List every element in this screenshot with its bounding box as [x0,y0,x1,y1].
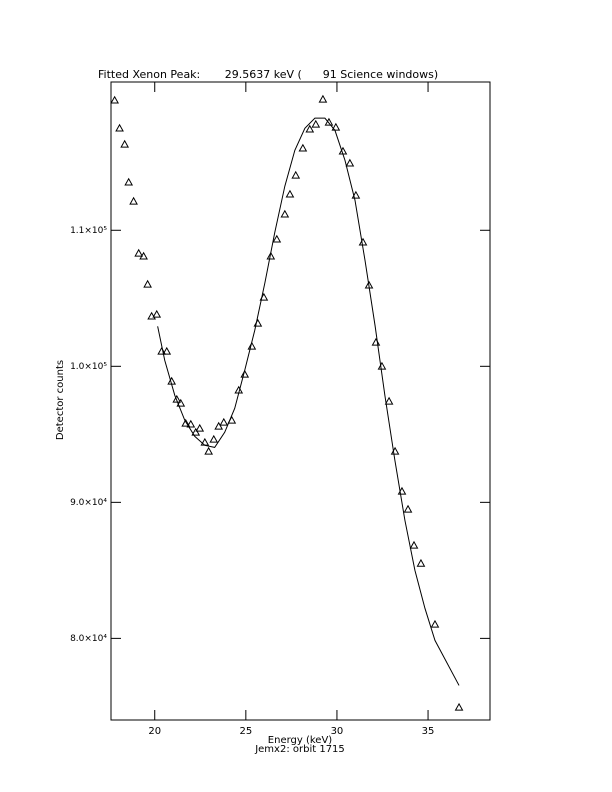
data-point [266,251,276,260]
data-point [280,209,290,218]
data-point [176,398,186,407]
data-point [345,158,355,167]
data-point [172,394,182,403]
data-point [240,369,250,378]
data-point [110,95,119,104]
data-point [186,419,196,428]
data-point [214,421,224,430]
y-tick-label: 8.0×10⁴ [70,634,107,644]
data-point [358,237,368,246]
data-point [115,123,124,132]
data-point [384,396,394,405]
y-tick-label: 1.0×10⁵ [70,362,107,372]
data-point [311,119,321,128]
data-point [377,361,387,370]
y-axis-label: Detector counts [55,360,66,440]
data-point [454,702,464,711]
data-point [143,279,152,288]
data-point [298,143,308,152]
data-point [403,504,413,513]
data-point [152,309,162,318]
data-point [305,124,315,133]
fit-line [157,117,460,686]
data-point [157,346,167,355]
chart-title: Fitted Xenon Peak: 29.5637 keV ( 91 Scie… [98,68,438,81]
x-tick-label: 35 [422,726,435,737]
data-point [120,139,130,148]
data-point [430,619,440,628]
data-point [129,196,138,205]
data-point [124,177,134,186]
data-point [272,234,282,243]
data-point [162,346,172,355]
data-point [219,417,229,426]
data-point [291,170,301,179]
x-axis-label: Energy (keV) [268,735,333,746]
data-point [191,427,201,436]
data-point [181,418,191,427]
subtitle: Jemx2: orbit 1715 [254,744,345,755]
x-tick-label: 20 [148,726,161,737]
data-point [247,341,257,350]
data-point [204,446,214,455]
plot-frame [110,81,491,721]
x-tick-label: 30 [331,726,344,737]
data-point [318,94,328,103]
data-point [324,117,334,126]
data-point [209,434,219,443]
y-tick-label: 1.1×10⁵ [70,226,107,236]
data-point [195,423,205,432]
data-point [139,251,148,260]
y-tick-label: 9.0×10⁴ [70,498,107,508]
data-point [416,558,426,567]
data-point [331,122,341,131]
data-point [134,248,144,257]
x-tick-label: 25 [239,726,252,737]
data-point [285,189,295,198]
data-point [409,540,419,549]
